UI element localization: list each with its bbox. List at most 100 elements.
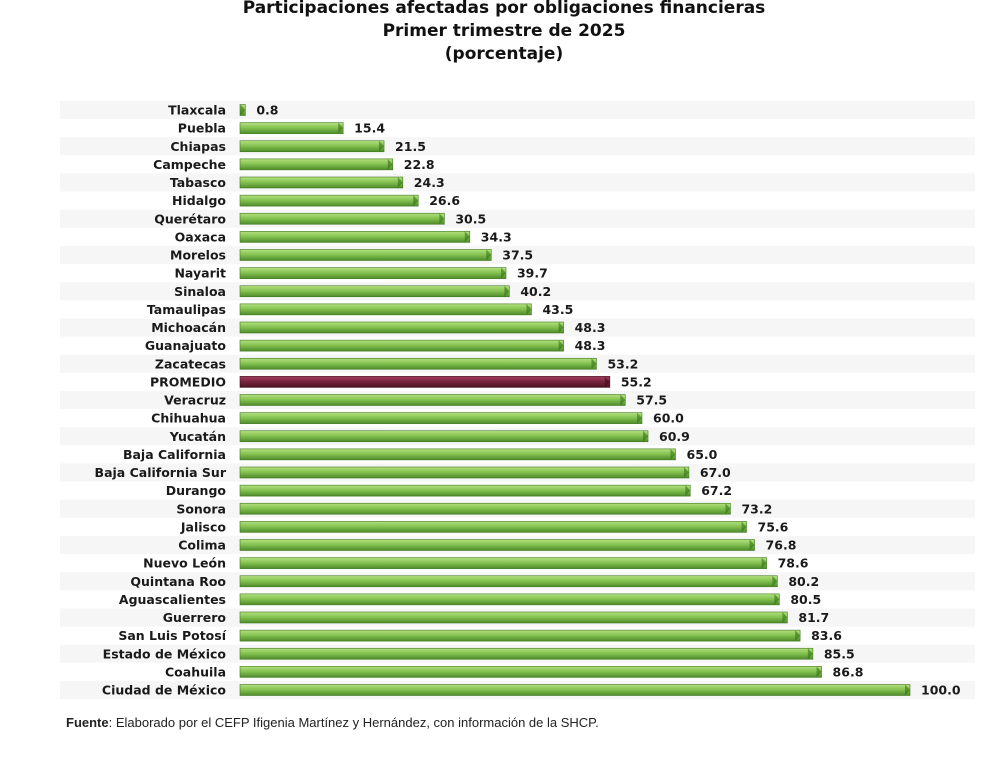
value-label: 85.5 [824,646,855,661]
category-label: Tabasco [170,175,227,190]
value-label: 60.9 [659,429,690,444]
value-label: 73.2 [741,501,772,516]
category-label: Quintana Roo [130,574,226,589]
bar-end-bevel [905,684,910,696]
bar [239,285,510,298]
value-label: 40.2 [520,284,551,299]
bar-chart: Tlaxcala Puebla Chiapas Campeche Tabasco Hida… [60,100,975,698]
bar [239,303,532,316]
value-label: 60.0 [653,411,684,426]
value-label: 100.0 [921,683,961,698]
bar-end-bevel [464,231,470,243]
title-line-2: Primer trimestre de 2025 [382,21,626,41]
bar [239,140,385,153]
bar-end-bevel [749,539,755,551]
bar [239,194,419,207]
value-label: 15.4 [354,121,385,136]
value-label: 37.5 [502,248,533,263]
value-label: 34.3 [481,229,512,244]
value-label: 81.7 [798,610,829,625]
bar [239,212,445,225]
bar-end-bevel [526,303,532,315]
category-label: Ciudad de México [102,683,226,698]
category-label: Aguascalientes [119,592,226,607]
bar-end-bevel [782,612,788,623]
bar [239,412,643,424]
value-label: 53.2 [607,356,638,371]
value-label: 22.8 [404,157,435,172]
category-label: Baja California Sur [95,465,227,480]
bar [239,158,394,171]
value-label: 65.0 [687,447,718,462]
bar [239,339,564,352]
bar [239,466,690,479]
bar-end-bevel [725,503,731,515]
category-labels: Tlaxcala Puebla Chiapas Campeche Tabasco Hida… [95,103,227,698]
value-label: 80.5 [790,592,821,607]
bar-end-bevel [761,557,767,569]
bar-end-bevel [591,358,597,370]
category-label: Durango [166,483,227,498]
category-label: Sinaloa [174,284,226,299]
bar [239,684,911,696]
category-label: San Luis Potosí [118,628,226,643]
value-label: 24.3 [414,175,445,190]
category-label: Campeche [153,157,226,172]
bar [239,176,404,189]
bars [239,104,911,696]
bar-end-bevel [486,249,492,261]
bar [239,575,778,588]
bar-end-bevel [620,394,626,406]
value-label: 21.5 [395,139,426,154]
bar [239,430,649,443]
bar-end-bevel [774,593,780,605]
category-label: Tamaulipas [147,302,226,317]
row-stripe [60,100,975,120]
value-label: 30.5 [455,211,486,226]
bar-end-bevel [816,666,822,678]
category-label: Michoacán [151,320,226,335]
value-label: 78.6 [778,556,809,571]
bar-end-bevel [338,122,344,134]
bar-end-bevel [670,448,676,460]
value-label: 80.2 [788,574,819,589]
value-label: 39.7 [517,266,548,281]
value-label: 76.8 [766,538,797,553]
bar-end-bevel [685,485,691,497]
bar-end-bevel [558,322,564,333]
value-label: 75.6 [758,519,789,534]
bar-end-bevel [439,213,445,225]
category-label: Querétaro [154,211,226,226]
value-label: 67.2 [701,483,732,498]
title-line-1: Participaciones afectadas por obligacion… [242,0,766,18]
bar-end-bevel [379,140,385,152]
category-label: Veracruz [164,393,226,408]
bar-end-bevel [637,412,642,424]
bar [239,231,471,243]
category-label: Oaxaca [175,229,226,244]
bar [239,357,597,370]
bar-end-bevel [504,285,510,297]
value-label: 57.5 [636,393,667,408]
category-label: Estado de México [103,646,227,661]
value-label: 86.8 [833,664,864,679]
bar-end-bevel [387,158,393,170]
value-labels: 0.8 15.4 21.5 22.8 24.3 26.6 30.5 34.3 37.5 39.7 4… [256,103,960,698]
bar-end-bevel [643,430,649,442]
bar-end-bevel [500,267,506,279]
category-label: Coahuila [165,664,226,679]
bar-end-bevel [397,177,403,188]
bar-promedio [239,376,611,388]
value-label: 48.3 [575,320,606,335]
category-label: Baja California [123,447,226,462]
bar [239,484,691,497]
title-line-3: (porcentaje) [444,44,564,64]
category-label: Guerrero [163,610,227,625]
category-label: Zacatecas [155,356,226,371]
value-label: 83.6 [811,628,842,643]
category-label: Hidalgo [172,193,226,208]
bar [239,593,780,606]
bar-end-bevel [807,648,813,660]
bar [239,267,507,279]
bar [239,539,755,551]
